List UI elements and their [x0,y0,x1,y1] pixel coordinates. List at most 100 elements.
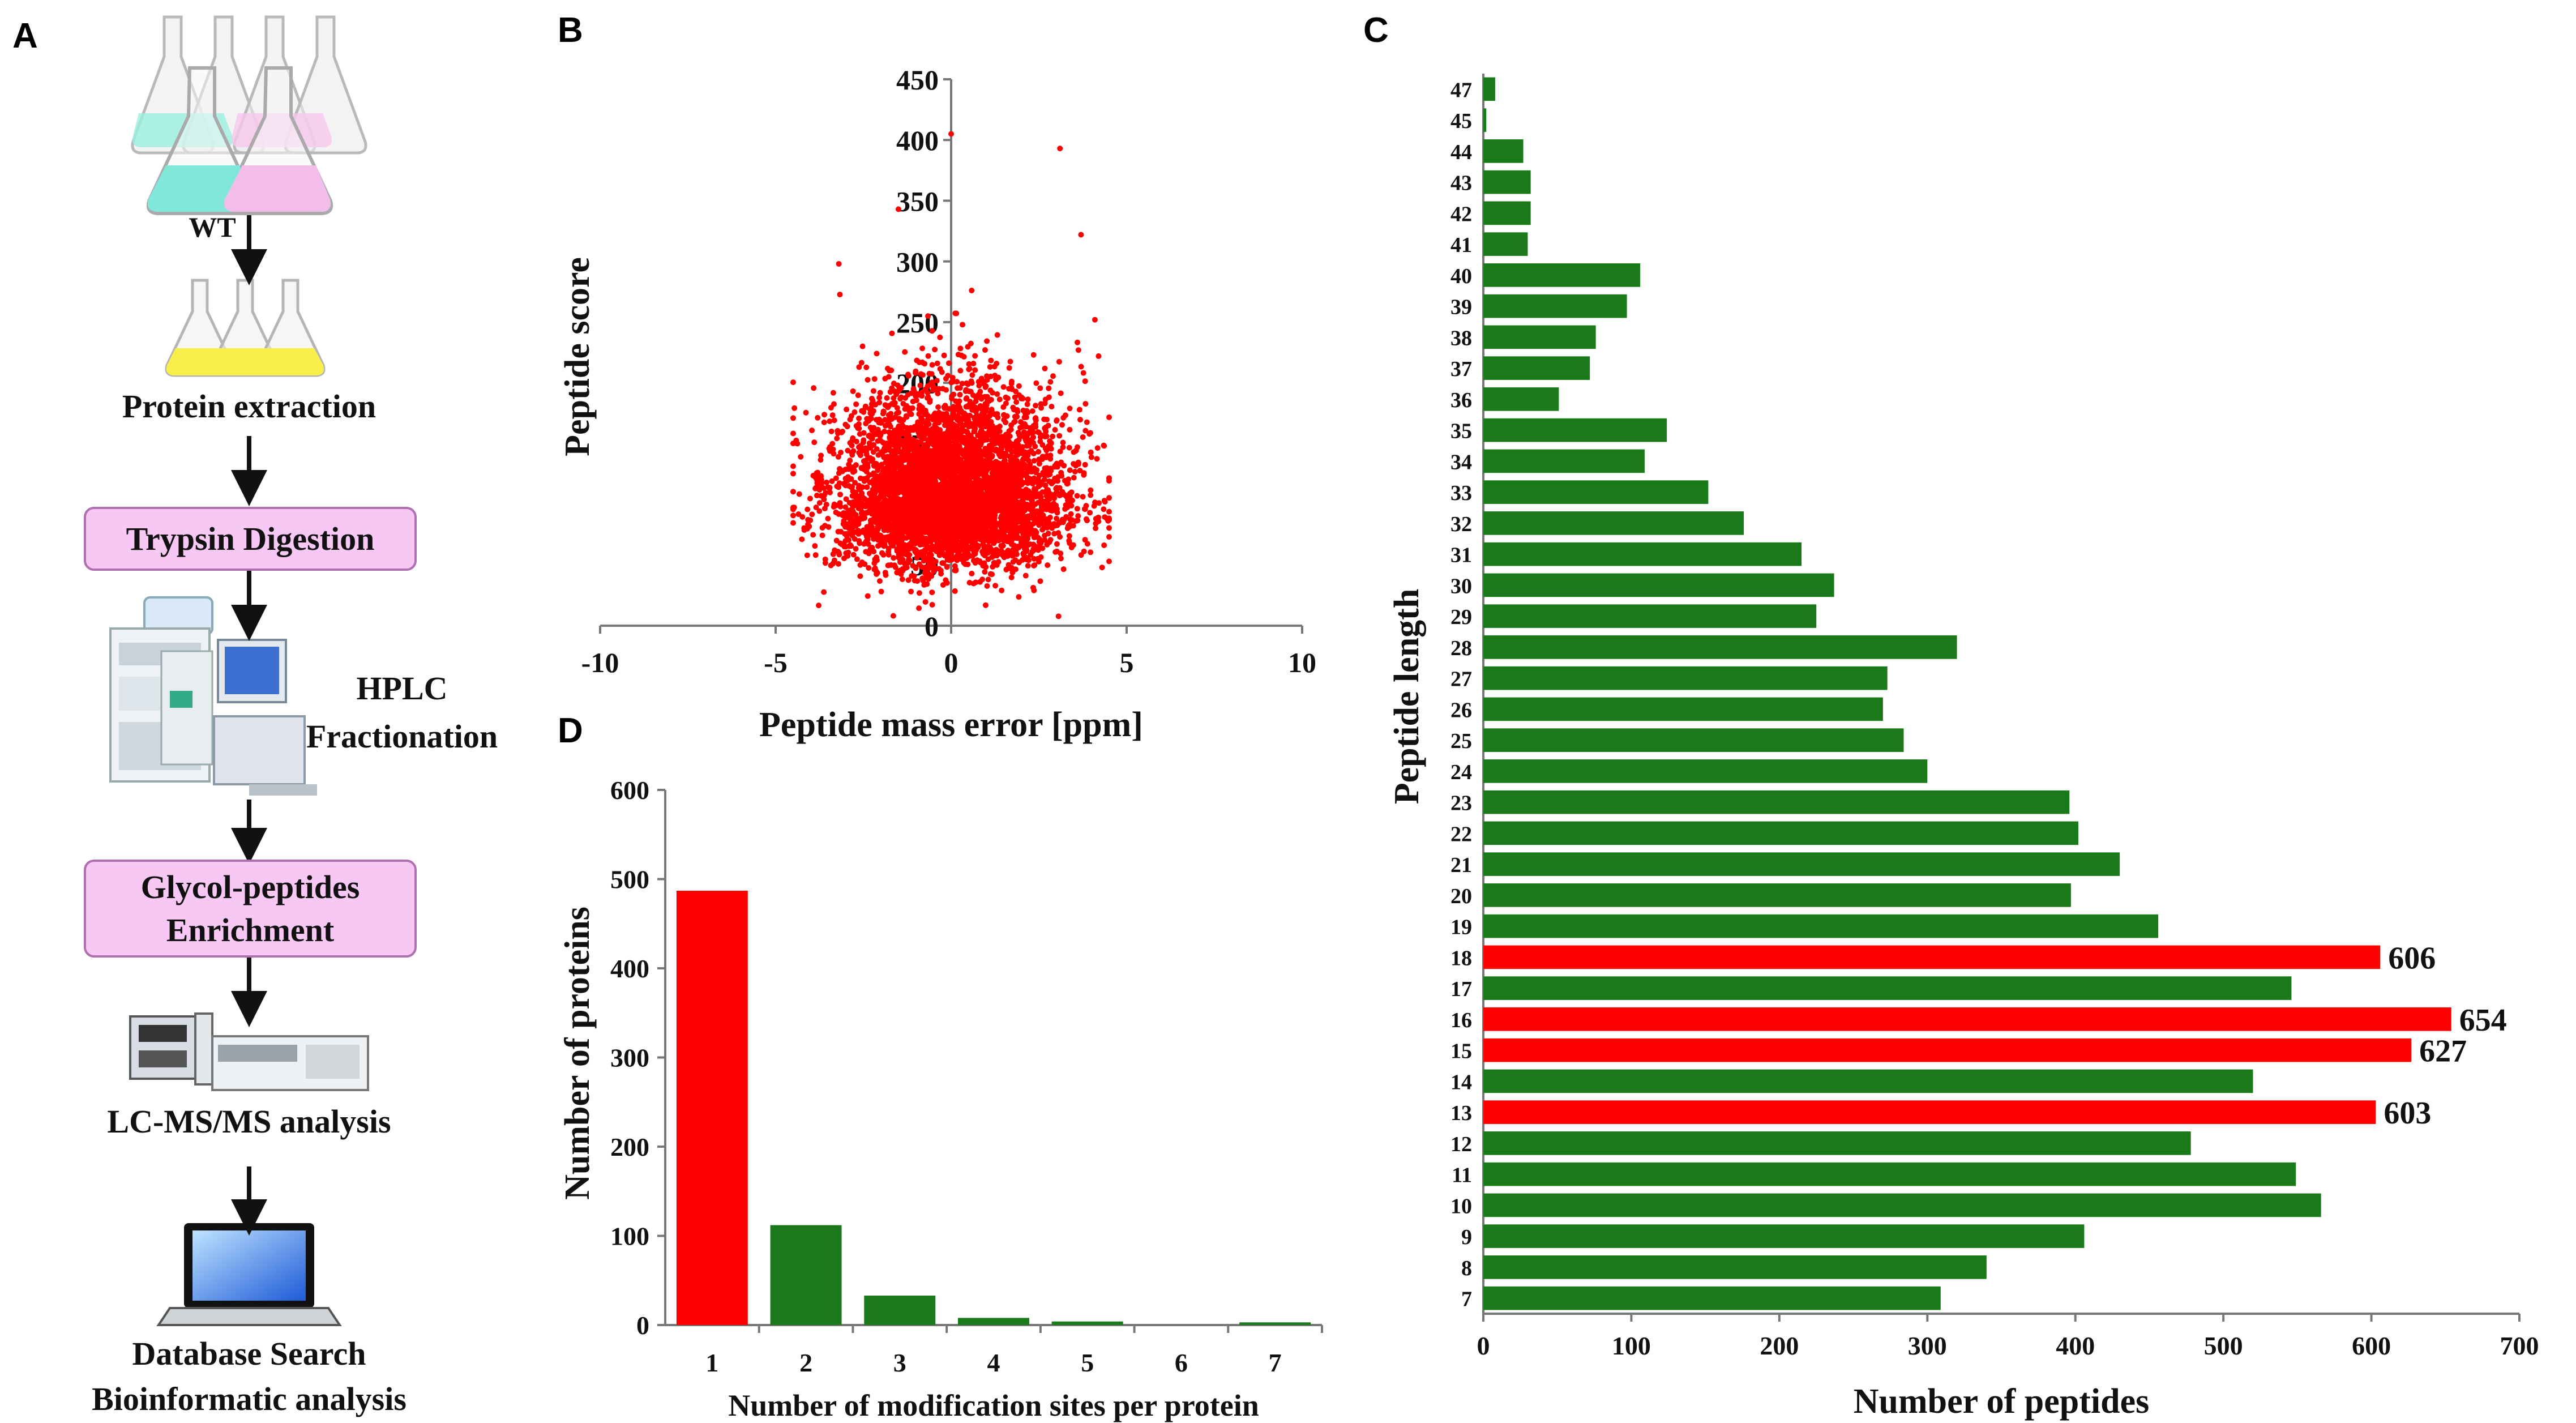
scatter-x-tick-label: -5 [764,647,788,678]
scatter-point [790,471,796,477]
glycol-enrichment-box: Glycol-peptides Enrichment [84,860,417,958]
scatter-y-tick-label: 400 [896,125,939,156]
scatter-point [793,437,799,443]
scatter-point [867,424,874,430]
scatter-point [1005,507,1011,514]
scatter-point [913,534,919,540]
scatter-point [920,578,926,584]
scatter-point [884,395,890,401]
scatter-point [913,565,919,571]
scatter-point [896,409,902,416]
scatter-point [890,613,896,619]
scatter-point [876,523,882,529]
scatter-point [1012,487,1019,493]
scatter-point [875,467,881,473]
scatter-point [995,374,1002,381]
scatter-point [1013,516,1020,523]
scatter-point [809,511,815,518]
scatter-point [909,443,915,449]
scatter-point [865,498,871,504]
scatter-point [1080,434,1086,440]
scatter-point [825,515,831,522]
scatter-point [819,532,825,539]
scatter-point [1056,493,1063,499]
scatter-point [990,539,996,545]
scatter-point [1035,448,1042,455]
scatter-point [931,442,937,448]
scatter-point [843,496,849,502]
scatter-point [878,588,884,595]
scatter-point [843,550,849,556]
scatter-point [987,545,994,552]
scatter-point [1012,557,1019,563]
scatter-point [887,389,893,395]
scatter-point [992,560,998,566]
scatter-point [1088,487,1094,493]
scatter-point [1003,431,1009,438]
scatter-point [861,458,867,464]
scatter-point [1080,494,1086,500]
scatter-point [1025,519,1031,525]
scatter-point [1096,500,1102,506]
scatter-point [1052,549,1059,555]
scatter-point [972,353,978,359]
scatter-point [815,469,821,476]
scatter-point [877,390,883,396]
scatter-point [1019,465,1025,472]
scatter-point [964,521,970,527]
scatter-point [1074,493,1080,499]
scatter-point [985,576,991,583]
scatter-point [1084,541,1090,547]
scatter-point [1059,422,1065,428]
scatter-point [816,475,823,481]
scatter-point [849,442,855,448]
scatter-point [982,518,989,524]
scatter-point [948,557,955,563]
scatter-point [853,401,859,407]
scatter-point [929,602,935,608]
scatter-point [846,531,853,537]
scatter-point [961,439,968,446]
scatter-x-tick-label: 10 [1288,647,1316,678]
scatter-point [865,377,871,383]
scatter-point [1008,574,1015,580]
protein-extraction-label: Protein extraction [122,388,376,425]
scatter-point [1022,449,1028,455]
scatter-point [834,483,840,489]
scatter-point [949,393,955,399]
scatter-point [1031,458,1037,464]
scatter-point [968,448,974,454]
scatter-point [848,514,854,520]
scatter-point [1024,401,1030,407]
scatter-point [1084,419,1090,425]
scatter-point [822,560,828,566]
scatter-point [837,503,844,510]
scatter-point [1067,426,1073,433]
scatter-point [1038,504,1045,510]
scatter-point [976,524,982,531]
scatter-point [972,367,978,373]
scatter-point [846,461,852,468]
scatter-point [812,543,818,549]
panel-label-d: D [558,711,583,750]
scatter-point [1005,488,1012,494]
scatter-point [850,435,856,441]
scatter-point [891,555,897,561]
scatter-point [933,537,939,544]
scatter-point [1078,364,1084,370]
scatter-point [885,546,892,552]
scatter-point [855,521,862,527]
scatter-point [959,381,965,387]
scatter-point [811,439,818,446]
scatter-point [1011,467,1017,473]
scatter-point [925,313,931,319]
scatter-point [935,404,942,410]
scatter-point [966,424,972,430]
scatter-point [873,476,879,482]
scatter-point [1054,541,1060,547]
scatter-point [977,388,983,395]
scatter-point [1067,522,1073,528]
scatter-point [842,538,849,544]
scatter-point [855,485,862,491]
scatter-point [867,416,873,422]
